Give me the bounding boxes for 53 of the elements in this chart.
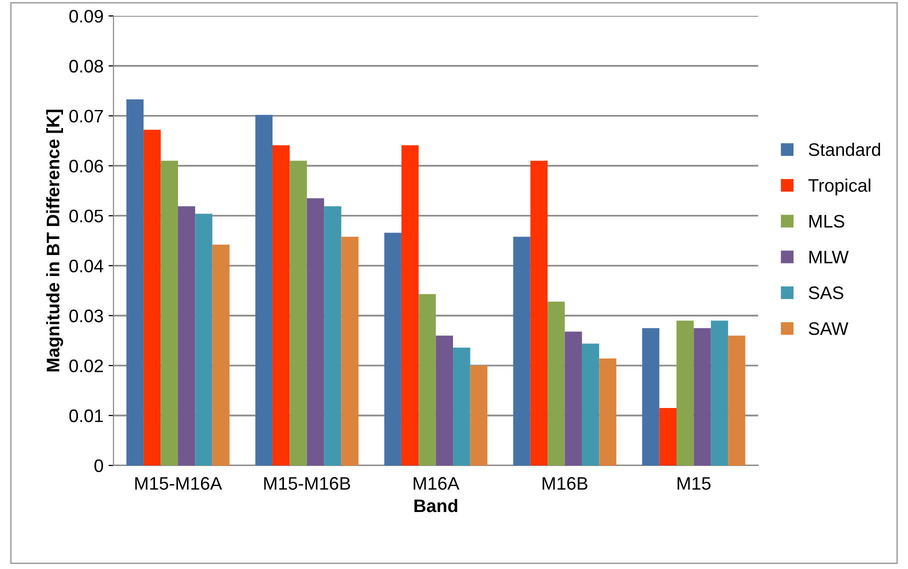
x-tick-label: M16A xyxy=(414,477,460,490)
bar xyxy=(710,320,728,466)
y-tick-label: 0.01 xyxy=(69,409,103,422)
bar xyxy=(384,232,402,466)
bar xyxy=(306,198,324,466)
bar xyxy=(160,160,178,466)
bar xyxy=(659,408,677,466)
bar xyxy=(599,358,616,466)
bar xyxy=(548,302,565,466)
bar xyxy=(694,328,711,466)
legend-label: MLW xyxy=(809,250,849,264)
y-tick-label: 0.04 xyxy=(69,260,104,272)
bar xyxy=(564,332,582,466)
x-tick-label: M15-M16A xyxy=(135,477,222,490)
bar xyxy=(212,244,230,466)
bar xyxy=(470,366,488,466)
bar xyxy=(401,145,419,466)
bar xyxy=(530,160,548,466)
legend-label: SAW xyxy=(808,322,848,336)
bar xyxy=(272,145,290,466)
legend-label: MLS xyxy=(809,214,844,228)
legend-label: Standard xyxy=(808,142,880,156)
bar xyxy=(290,160,307,466)
bar xyxy=(144,130,161,466)
x-tick-label: M15 xyxy=(678,477,711,490)
y-tick-label: 0 xyxy=(94,459,104,472)
y-tick-label: 0.03 xyxy=(69,310,103,322)
bar xyxy=(126,99,144,466)
y-tick-label: 0.05 xyxy=(69,210,104,222)
bar xyxy=(341,236,358,466)
y-tick-label: 0.07 xyxy=(69,110,103,123)
bar xyxy=(255,114,273,466)
y-axis-title: Magnitude in BT Difference [K] xyxy=(46,110,64,372)
x-axis-title: Band xyxy=(414,498,458,512)
bar xyxy=(728,336,746,466)
bar xyxy=(582,344,600,466)
y-tick-label: 0.06 xyxy=(69,160,103,172)
x-tick-label: M15-M16B xyxy=(264,477,350,490)
y-tick-label: 0.02 xyxy=(69,359,103,372)
bar xyxy=(418,294,436,466)
legend-label: Tropical xyxy=(808,178,870,196)
bar xyxy=(178,206,196,466)
bar xyxy=(513,236,530,466)
y-tick-label: 0.08 xyxy=(69,60,103,73)
bar xyxy=(642,328,660,466)
bar xyxy=(436,336,454,466)
x-tick-label: M16B xyxy=(542,477,588,490)
legend-label: SAS xyxy=(808,286,844,300)
bar xyxy=(453,348,470,466)
bar xyxy=(195,214,212,466)
y-tick-label: 0.09 xyxy=(69,10,103,23)
bar xyxy=(324,206,342,466)
bar xyxy=(676,320,694,466)
